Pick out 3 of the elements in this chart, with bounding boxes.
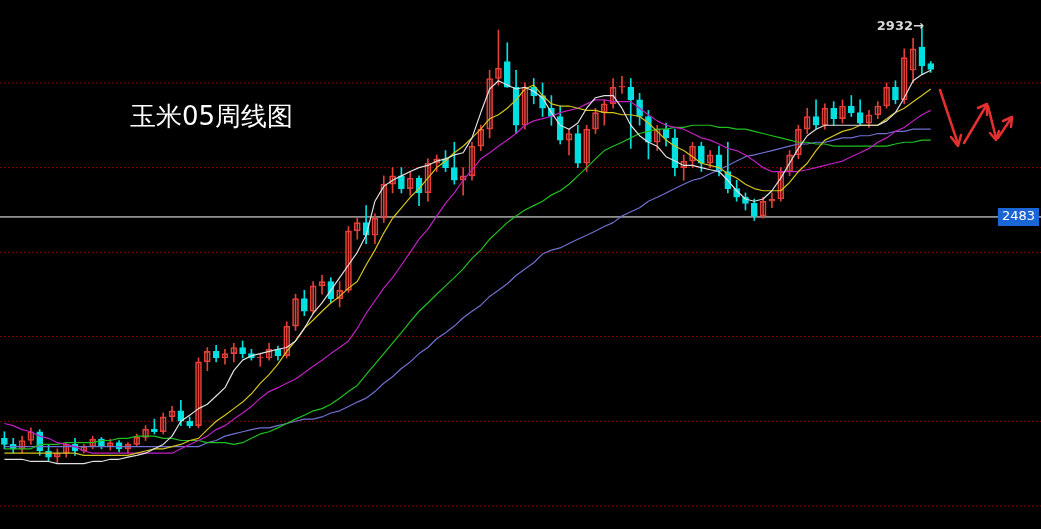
text: 玉米05周线图 (130, 100, 294, 131)
annotation: 2932→ (876, 18, 925, 34)
annotation: 2483 (1001, 208, 1035, 224)
